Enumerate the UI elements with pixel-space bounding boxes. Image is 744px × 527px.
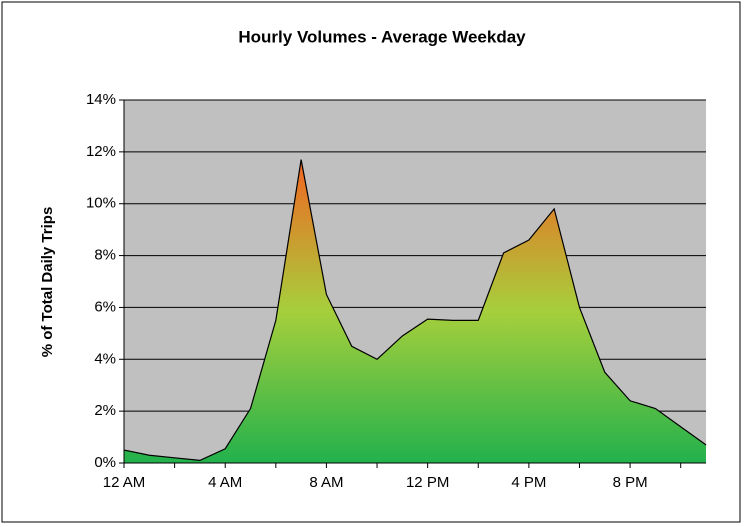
y-tick-label: 0% (94, 454, 116, 471)
area-outline (123, 159, 707, 462)
y-tick-label: 8% (94, 247, 116, 264)
y-tick-label: 10% (86, 195, 116, 212)
y-tick-label: 14% (86, 91, 116, 108)
x-tick-label: 4 AM (208, 474, 242, 491)
y-tick-label: 12% (86, 143, 116, 160)
chart-title: Hourly Volumes - Average Weekday (238, 27, 526, 46)
x-tick-label: 8 AM (309, 474, 343, 491)
x-tick-label: 12 AM (103, 474, 146, 491)
y-tick-label: 6% (94, 298, 116, 315)
x-tick-label: 8 PM (613, 474, 648, 491)
y-tick-label: 4% (94, 350, 116, 367)
x-tick-label: 12 PM (406, 474, 449, 491)
y-axis-label: % of Total Daily Trips (39, 207, 56, 358)
y-tick-label: 2% (94, 402, 116, 419)
x-tick-label: 4 PM (511, 474, 546, 491)
